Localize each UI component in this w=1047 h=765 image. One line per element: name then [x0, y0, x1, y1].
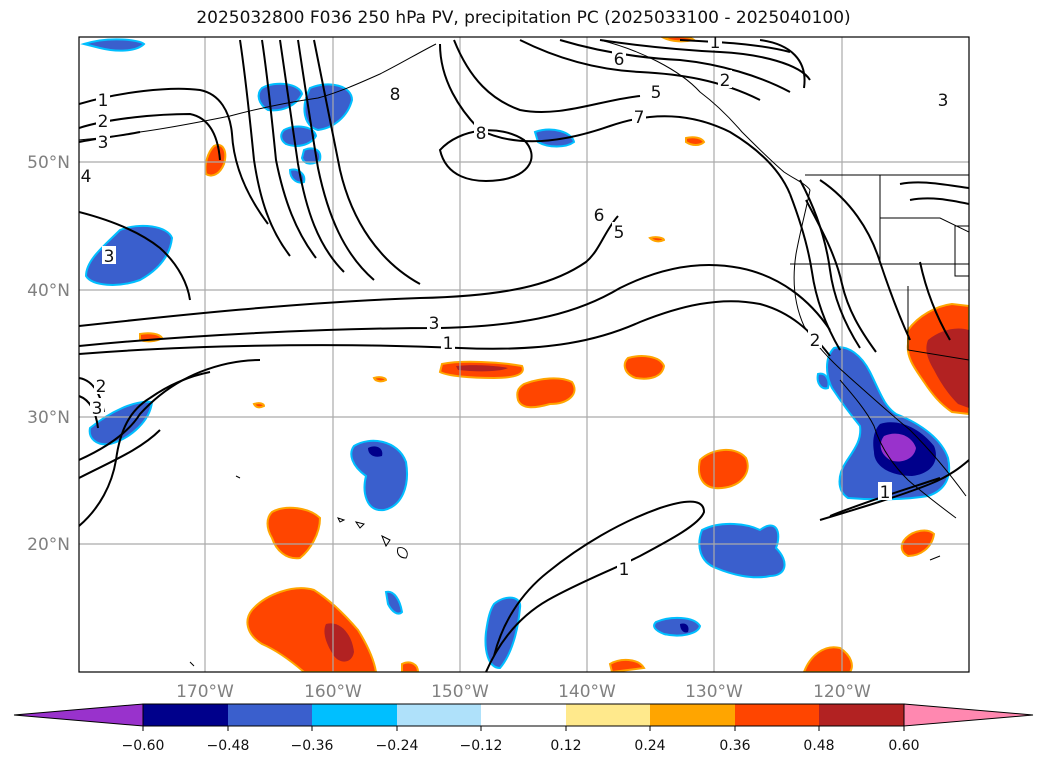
contour-label: 3 — [104, 247, 115, 267]
lon-label-130w: 130°W — [685, 682, 743, 702]
lon-label-120w: 120°W — [813, 682, 871, 702]
colorbar-bin — [481, 704, 566, 726]
lat-label-30n: 30°N — [27, 408, 70, 428]
colorbar-bin — [143, 704, 228, 726]
colorbar-tick-label: 0.48 — [803, 738, 834, 754]
contour-label: 3 — [92, 399, 103, 419]
contour-label: 2 — [720, 71, 731, 91]
colorbar-tick-label: −0.24 — [376, 738, 419, 754]
contour-label: 1 — [619, 560, 630, 580]
contour-label: 2 — [810, 331, 821, 351]
contour-label: 1 — [98, 91, 109, 111]
contour-label: 5 — [614, 223, 625, 243]
colorbar-tick-label: 0.60 — [888, 738, 919, 754]
contour-label: 1 — [880, 483, 891, 503]
colorbar-tick-label: −0.60 — [122, 738, 165, 754]
colorbar-extend-low — [13, 703, 144, 727]
graticule — [79, 37, 969, 672]
contour-label: 2 — [96, 377, 107, 397]
lat-label-50n: 50°N — [27, 153, 70, 173]
colorbar-bin — [228, 704, 312, 726]
colorbar-tick-label: 0.12 — [550, 738, 581, 754]
lon-label-150w: 150°W — [431, 682, 489, 702]
colorbar-tick-label: 0.36 — [719, 738, 750, 754]
contour-label: 6 — [594, 206, 605, 226]
colorbar-tick-label: −0.48 — [207, 738, 250, 754]
contour-label: 6 — [614, 50, 625, 70]
lat-label-40n: 40°N — [27, 281, 70, 301]
colorbar-tick-label: −0.12 — [460, 738, 503, 754]
contour-label: 5 — [651, 83, 662, 103]
lon-label-160w: 160°W — [304, 682, 362, 702]
contour-label: 3 — [98, 133, 109, 153]
lat-label-20n: 20°N — [27, 535, 70, 555]
lon-label-140w: 140°W — [558, 682, 616, 702]
colorbar-bin — [312, 704, 397, 726]
contour-label: 7 — [634, 108, 645, 128]
map-frame — [78, 36, 970, 673]
contour-label: 8 — [390, 85, 401, 105]
contour-labels: 1 2 3 4 5 6 7 8 8 3 1 2 3 3 — [80, 33, 950, 580]
contour-label: 4 — [81, 167, 92, 187]
colorbar-bin — [397, 704, 481, 726]
contour-label: 3 — [429, 314, 440, 334]
contour-label: 1 — [710, 33, 721, 53]
map-title: 2025032800 F036 250 hPa PV, precipitatio… — [196, 8, 851, 28]
map-area: 1 2 3 4 5 6 7 8 8 3 1 2 3 3 — [79, 33, 969, 672]
contour-label: 8 — [476, 124, 487, 144]
latitude-labels: 50°N 40°N 30°N 20°N — [27, 153, 70, 555]
lon-label-170w: 170°W — [176, 682, 234, 702]
contour-label: 2 — [98, 112, 109, 132]
colorbar-tick-label: 0.24 — [634, 738, 665, 754]
colorbar-extend-high — [903, 703, 1034, 727]
longitude-labels: 170°W 160°W 150°W 140°W 130°W 120°W — [176, 682, 871, 702]
positive-precip-shading — [139, 37, 969, 672]
contour-label: 1 — [443, 334, 454, 354]
contour-label: 3 — [938, 91, 949, 111]
colorbar-bin — [819, 704, 904, 726]
colorbar: −0.60 −0.48 −0.36 −0.24 −0.12 0.12 0.24 … — [13, 703, 1034, 754]
colorbar-tick-label: −0.36 — [291, 738, 334, 754]
colorbar-bin — [650, 704, 735, 726]
colorbar-bin — [566, 704, 650, 726]
colorbar-bin — [735, 704, 819, 726]
